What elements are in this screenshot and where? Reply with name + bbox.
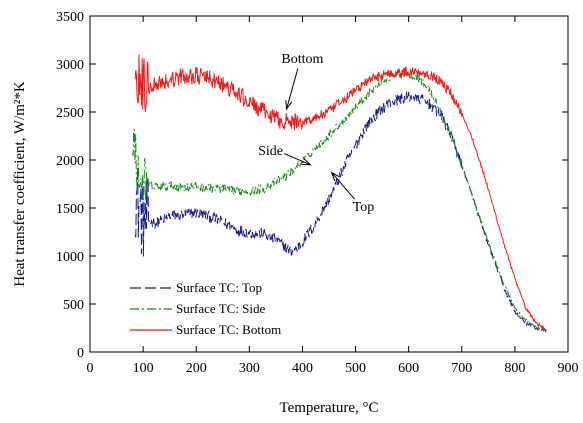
- y-tick-label: 3000: [56, 58, 84, 73]
- y-tick-label: 0: [77, 346, 84, 361]
- annotation-arrowhead: [301, 158, 312, 166]
- x-axis-title: Temperature, °C: [279, 400, 378, 416]
- annotation-label: Bottom: [281, 52, 323, 67]
- y-tick-label: 500: [63, 298, 84, 313]
- legend-label: Surface TC: Top: [176, 280, 262, 295]
- y-tick-label: 2500: [56, 106, 84, 121]
- x-tick-label: 0: [87, 361, 94, 376]
- x-axis-unit: °C: [363, 400, 379, 416]
- y-axis-title: Heat transfer coefficient, W/m²*K: [12, 81, 28, 287]
- annotation-label: Side: [258, 144, 283, 159]
- annotation-arrow: [286, 68, 299, 110]
- x-tick-label: 800: [504, 361, 525, 376]
- annotation-arrow: [283, 153, 311, 166]
- y-tick-label: 3500: [56, 10, 84, 25]
- x-tick-label: 400: [292, 361, 313, 376]
- legend: Surface TC: Top Surface TC: Side Surface T…: [130, 280, 281, 337]
- x-tick-label: 100: [133, 361, 154, 376]
- annotation-label: Top: [353, 200, 375, 215]
- series-line-1: [134, 91, 547, 334]
- y-tick-label: 2000: [56, 154, 84, 169]
- x-tick-label: 200: [186, 361, 207, 376]
- series-line-2: [132, 69, 547, 332]
- annotation-layer: Bottom Side Top: [258, 52, 374, 215]
- x-tick-label: 700: [451, 361, 472, 376]
- x-tick-label: 500: [345, 361, 366, 376]
- y-tick-label: 1000: [56, 250, 84, 265]
- x-tick-label: 600: [398, 361, 419, 376]
- x-tick-label: 900: [558, 361, 579, 376]
- annotation-arrowhead: [330, 171, 340, 182]
- legend-label: Surface TC: Bottom: [176, 322, 281, 337]
- series-layer: [132, 54, 547, 334]
- legend-label: Surface TC: Side: [176, 301, 266, 316]
- tick-layer: 0 100 200 300 400 500 600 700 800 900 0 500 1000 1500…: [56, 10, 579, 376]
- annotation-arrow: [331, 172, 355, 200]
- annotation-arrowhead: [285, 100, 293, 111]
- y-tick-label: 1500: [56, 202, 84, 217]
- series-line-3: [134, 54, 547, 331]
- x-tick-label: 300: [239, 361, 260, 376]
- plot-frame: [89, 15, 569, 353]
